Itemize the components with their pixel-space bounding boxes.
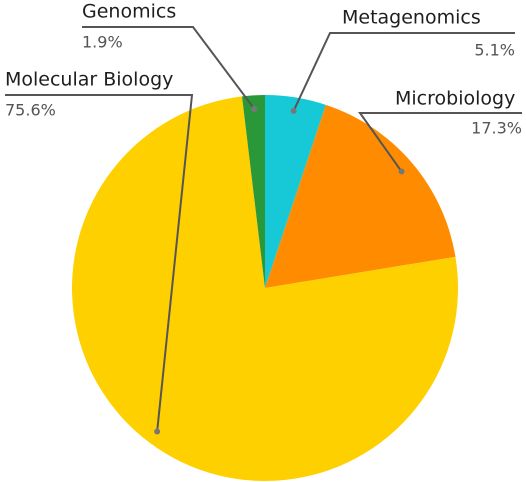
leader-dot <box>251 105 258 112</box>
pie-slice <box>241 95 265 288</box>
slice-label: Genomics <box>82 1 176 23</box>
slice-value: 17.3% <box>471 119 522 138</box>
leader-dot <box>398 168 405 175</box>
slice-value: 75.6% <box>5 101 56 120</box>
leader-line <box>358 112 522 173</box>
slice-value: 5.1% <box>474 41 515 60</box>
leader-dot <box>154 428 161 435</box>
leader-line <box>82 26 256 110</box>
leader-dot <box>290 107 297 114</box>
pie-slice <box>71 96 459 481</box>
leader-line <box>5 94 194 432</box>
slice-value: 1.9% <box>82 33 123 52</box>
pie-slice <box>265 104 456 288</box>
slice-label: Molecular Biology <box>5 69 173 91</box>
leader-line <box>292 32 515 112</box>
pie-slice <box>265 95 326 288</box>
slice-label: Metagenomics <box>342 7 481 29</box>
slice-label: Microbiology <box>395 88 515 110</box>
